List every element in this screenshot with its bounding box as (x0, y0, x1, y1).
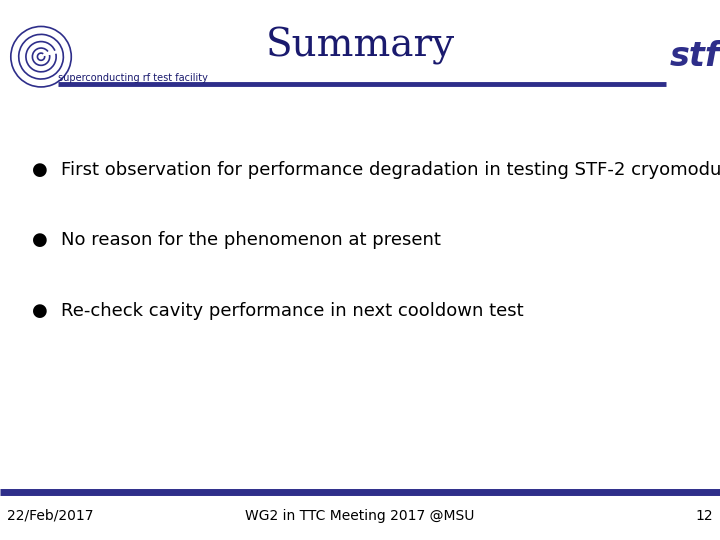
Text: ●: ● (32, 161, 48, 179)
Text: stf: stf (670, 40, 720, 73)
Text: superconducting rf test facility: superconducting rf test facility (58, 73, 207, 83)
Text: ●: ● (32, 231, 48, 249)
Text: 22/Feb/2017: 22/Feb/2017 (7, 509, 94, 523)
Text: First observation for performance degradation in testing STF-2 cryomodule: First observation for performance degrad… (61, 161, 720, 179)
Text: WG2 in TTC Meeting 2017 @MSU: WG2 in TTC Meeting 2017 @MSU (246, 509, 474, 523)
Text: Re-check cavity performance in next cooldown test: Re-check cavity performance in next cool… (61, 301, 524, 320)
Text: No reason for the phenomenon at present: No reason for the phenomenon at present (61, 231, 441, 249)
Text: 12: 12 (696, 509, 713, 523)
Text: Summary: Summary (266, 27, 454, 65)
Text: ●: ● (32, 301, 48, 320)
